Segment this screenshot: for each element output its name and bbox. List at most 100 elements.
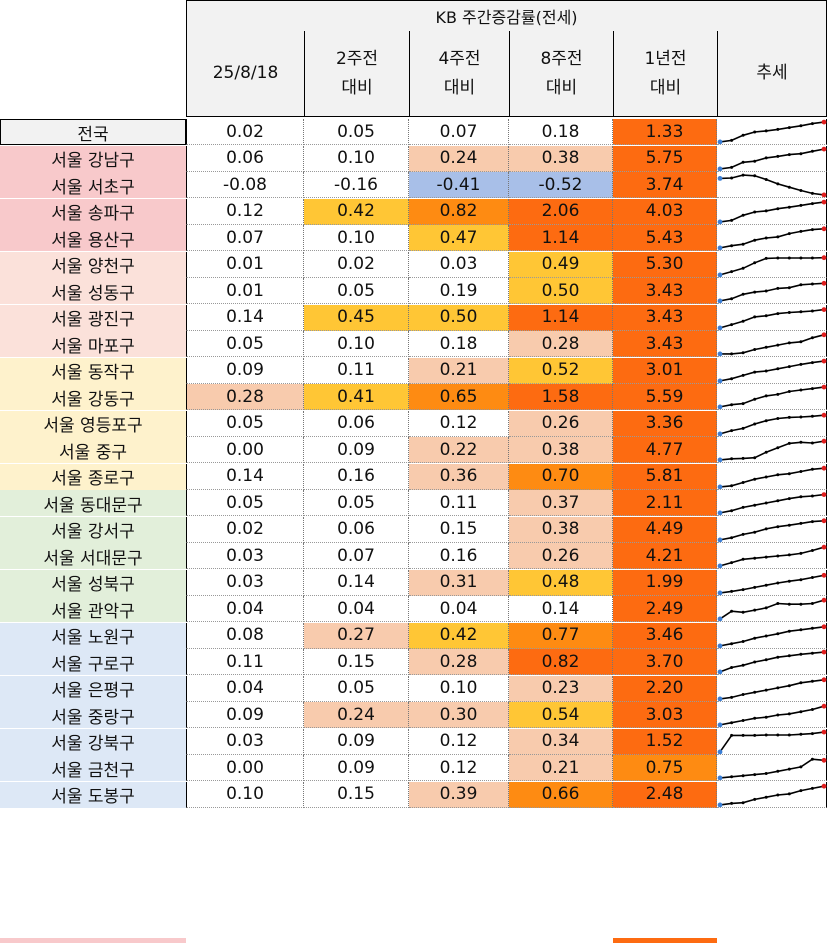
- trend-point: [810, 494, 814, 498]
- trend-point: [799, 602, 803, 606]
- value-cell: 0.27: [304, 622, 409, 649]
- trend-sparkline: [717, 119, 827, 145]
- value-cell: 3.70: [613, 649, 717, 675]
- trend-point: [753, 397, 757, 401]
- trend-start-dot: [717, 139, 723, 145]
- table-row: 서울 서초구 -0.08 -0.16 -0.41 -0.52 3.74: [0, 172, 827, 198]
- trend-line: [719, 678, 825, 700]
- value-cell: 0.26: [509, 410, 613, 437]
- region-name: 서울 노원구: [0, 622, 186, 649]
- value-cell: 0.02: [186, 119, 304, 145]
- trend-point: [764, 795, 768, 799]
- trend-point: [741, 610, 745, 614]
- trend-point: [741, 557, 745, 561]
- trend-point: [776, 392, 780, 396]
- trend-start-dot: [717, 616, 723, 622]
- trend-end-dot: [821, 703, 827, 709]
- trend-point: [810, 786, 814, 790]
- trend-point: [753, 260, 757, 264]
- value-cell: 0.28: [409, 649, 509, 675]
- trend-sparkline: [717, 463, 827, 490]
- value-cell: 0.82: [409, 198, 509, 225]
- trend-point: [753, 530, 757, 534]
- trend-point: [764, 369, 768, 372]
- trend-sparkline: [717, 437, 827, 463]
- trend-sparkline: [717, 490, 827, 516]
- trend-point: [730, 244, 734, 248]
- trend-point: [776, 499, 780, 503]
- trend-point: [753, 314, 757, 318]
- value-cell: 5.30: [613, 251, 717, 278]
- trend-line: [719, 413, 825, 435]
- trend-point: [810, 731, 814, 735]
- value-cell: 0.26: [509, 543, 613, 569]
- trend-point: [787, 602, 791, 606]
- trend-end-dot: [821, 332, 827, 338]
- trend-point: [741, 692, 745, 696]
- trend-point: [741, 719, 745, 722]
- value-cell: 0.38: [509, 437, 613, 463]
- region-name: 서울 종로구: [0, 463, 186, 490]
- trend-point: [741, 351, 745, 355]
- trend-point: [787, 579, 791, 583]
- value-cell: 0.37: [509, 490, 613, 516]
- trend-point: [787, 286, 791, 290]
- trend-point: [787, 152, 791, 156]
- value-cell: 0.52: [509, 357, 613, 384]
- trend-sparkline: [717, 649, 827, 675]
- table-row: 서울 강북구 0.03 0.09 0.12 0.34 1.52: [0, 728, 827, 755]
- trend-line: [719, 493, 825, 514]
- trend-point: [776, 206, 780, 210]
- value-cell: 0.16: [409, 543, 509, 569]
- value-cell: 0.10: [304, 331, 409, 357]
- value-cell: 3.43: [613, 278, 717, 304]
- table-row: 서울 서대문구 0.03 0.07 0.16 0.26 4.21: [0, 543, 827, 569]
- table-row: 서울 금천구 0.00 0.09 0.12 0.21 0.75: [0, 755, 827, 781]
- trend-point: [799, 710, 803, 714]
- value-cell: 0.05: [304, 119, 409, 145]
- region-name: 서울 강북구: [0, 728, 186, 755]
- trend-point: [810, 191, 814, 195]
- value-cell: 0.06: [304, 516, 409, 543]
- value-cell: 3.43: [613, 331, 717, 357]
- value-cell: 0.66: [509, 781, 613, 808]
- trend-line: [719, 625, 825, 647]
- trend-point: [741, 800, 745, 804]
- trend-point: [753, 660, 757, 664]
- trend-point: [799, 551, 803, 555]
- value-cell: 1.33: [613, 119, 717, 145]
- trend-sparkline: [717, 410, 827, 437]
- value-cell: 0.08: [186, 622, 304, 649]
- trend-end-dot: [821, 623, 827, 629]
- trend-line: [719, 386, 825, 408]
- trend-point: [799, 189, 803, 192]
- trend-end-dot: [821, 146, 827, 151]
- trend-point: [776, 581, 780, 584]
- trend-point: [764, 555, 768, 559]
- table-row: 서울 중랑구 0.09 0.24 0.30 0.54 3.03: [0, 702, 827, 728]
- trend-sparkline: [717, 702, 827, 728]
- trend-point: [776, 733, 780, 736]
- value-cell: 0.10: [304, 145, 409, 172]
- value-cell: 0.24: [304, 702, 409, 728]
- trend-point: [741, 213, 745, 217]
- trend-point: [787, 471, 791, 475]
- trend-point: [787, 523, 791, 527]
- value-cell: 0.48: [509, 569, 613, 596]
- value-cell: 2.06: [509, 198, 613, 225]
- value-cell: 0.31: [409, 569, 509, 596]
- value-cell: 0.07: [409, 119, 509, 145]
- region-name: 서울 강동구: [0, 384, 186, 410]
- trend-point: [799, 577, 803, 581]
- trend-point: [799, 680, 803, 684]
- region-name: 서울 용산구: [0, 225, 186, 251]
- trend-start-dot: [717, 245, 723, 251]
- group-header: KB 주간증감률(전세): [186, 0, 827, 32]
- value-cell: 0.15: [409, 516, 509, 543]
- trend-point: [741, 373, 745, 377]
- value-cell: 0.24: [409, 145, 509, 172]
- value-cell: 0.38: [509, 516, 613, 543]
- trend-point: [810, 757, 814, 761]
- trend-point: [764, 688, 768, 692]
- value-cell: 0.23: [509, 675, 613, 702]
